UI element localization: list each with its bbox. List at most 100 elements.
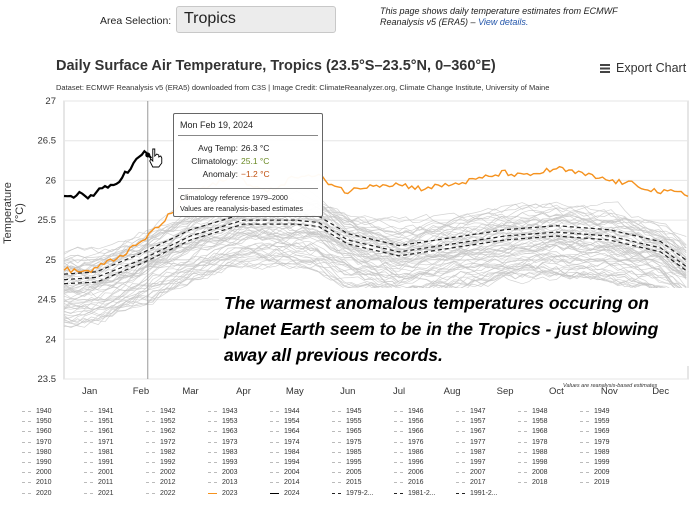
- legend-item[interactable]: 1943: [208, 408, 238, 415]
- legend-item[interactable]: 1960: [22, 428, 52, 435]
- legend-item[interactable]: 2021: [84, 490, 114, 497]
- legend-swatch-icon: [394, 431, 403, 433]
- history-year-line: [63, 215, 687, 282]
- legend-item[interactable]: 1993: [208, 459, 238, 466]
- legend-item[interactable]: 1986: [394, 449, 424, 456]
- legend-item[interactable]: 1987: [456, 449, 486, 456]
- legend-item[interactable]: 1971: [84, 439, 114, 446]
- legend-item[interactable]: 1979: [580, 439, 610, 446]
- legend-item[interactable]: 1955: [332, 418, 362, 425]
- legend-item[interactable]: 2024: [270, 490, 300, 497]
- legend-item[interactable]: 1975: [332, 439, 362, 446]
- legend-item[interactable]: 2003: [208, 469, 238, 476]
- legend-item[interactable]: 2019: [580, 479, 610, 486]
- legend-item[interactable]: 1948: [518, 408, 548, 415]
- legend-item[interactable]: 1991-2...: [456, 490, 498, 497]
- legend-item[interactable]: 1973: [208, 439, 238, 446]
- legend-item[interactable]: 2000: [22, 469, 52, 476]
- legend-item[interactable]: 1974: [270, 439, 300, 446]
- legend-item[interactable]: 2020: [22, 490, 52, 497]
- legend-item[interactable]: 1977: [456, 439, 486, 446]
- legend-item[interactable]: 2016: [394, 479, 424, 486]
- legend-item[interactable]: 1949: [580, 408, 610, 415]
- legend-item[interactable]: 1969: [580, 428, 610, 435]
- legend-swatch-icon: [580, 431, 589, 433]
- legend-item[interactable]: 1968: [518, 428, 548, 435]
- legend-item[interactable]: 2015: [332, 479, 362, 486]
- legend-item[interactable]: 2002: [146, 469, 176, 476]
- legend-item[interactable]: 1961: [84, 428, 114, 435]
- area-selection-input[interactable]: Tropics: [176, 6, 336, 33]
- export-chart-button[interactable]: Export Chart: [600, 61, 686, 75]
- legend-item[interactable]: 2010: [22, 479, 52, 486]
- legend-item[interactable]: 1981: [84, 449, 114, 456]
- legend-item[interactable]: 1950: [22, 418, 52, 425]
- legend-item[interactable]: 1945: [332, 408, 362, 415]
- legend-item[interactable]: 2014: [270, 479, 300, 486]
- legend-item[interactable]: 1978: [518, 439, 548, 446]
- legend-item[interactable]: 2017: [456, 479, 486, 486]
- legend-item[interactable]: 1954: [270, 418, 300, 425]
- legend-item[interactable]: 1963: [208, 428, 238, 435]
- legend-item[interactable]: 2008: [518, 469, 548, 476]
- view-details-link[interactable]: View details.: [478, 17, 529, 27]
- legend-item[interactable]: 1999: [580, 459, 610, 466]
- legend-item[interactable]: 1942: [146, 408, 176, 415]
- legend-item[interactable]: 1951: [84, 418, 114, 425]
- legend-item[interactable]: 1956: [394, 418, 424, 425]
- legend-item[interactable]: 1964: [270, 428, 300, 435]
- legend-item[interactable]: 1962: [146, 428, 176, 435]
- legend-item[interactable]: 1996: [394, 459, 424, 466]
- legend-item[interactable]: 1983: [208, 449, 238, 456]
- legend-item[interactable]: 1946: [394, 408, 424, 415]
- legend-item[interactable]: 1980: [22, 449, 52, 456]
- legend-item[interactable]: 1940: [22, 408, 52, 415]
- legend-item[interactable]: 1988: [518, 449, 548, 456]
- legend-item[interactable]: 1984: [270, 449, 300, 456]
- legend-item[interactable]: 2009: [580, 469, 610, 476]
- legend-item[interactable]: 1994: [270, 459, 300, 466]
- legend-item[interactable]: 1944: [270, 408, 300, 415]
- legend-item[interactable]: 1982: [146, 449, 176, 456]
- legend-item[interactable]: 2006: [394, 469, 424, 476]
- legend-item[interactable]: 2018: [518, 479, 548, 486]
- legend-item[interactable]: 1967: [456, 428, 486, 435]
- legend-item[interactable]: 1965: [332, 428, 362, 435]
- legend-item[interactable]: 1941: [84, 408, 114, 415]
- y-tick-label: 24.5: [38, 295, 57, 306]
- legend-item[interactable]: 1947: [456, 408, 486, 415]
- legend-item[interactable]: 1981-2...: [394, 490, 436, 497]
- legend-item[interactable]: 2004: [270, 469, 300, 476]
- legend-item[interactable]: 2012: [146, 479, 176, 486]
- legend-item[interactable]: 1985: [332, 449, 362, 456]
- legend-item[interactable]: 2011: [84, 479, 113, 486]
- legend-item[interactable]: 2005: [332, 469, 362, 476]
- legend-item[interactable]: 2022: [146, 490, 176, 497]
- legend-item[interactable]: 1992: [146, 459, 176, 466]
- legend-item[interactable]: 2013: [208, 479, 238, 486]
- legend-item[interactable]: 1990: [22, 459, 52, 466]
- legend-item[interactable]: 1966: [394, 428, 424, 435]
- tooltip-footer-reference: Climatology reference 1979–2000: [180, 193, 288, 202]
- legend-item[interactable]: 1958: [518, 418, 548, 425]
- legend-item[interactable]: 1952: [146, 418, 176, 425]
- history-year-line: [63, 254, 687, 325]
- legend-item[interactable]: 1957: [456, 418, 486, 425]
- legend-item[interactable]: 2001: [84, 469, 114, 476]
- legend-item[interactable]: 1997: [456, 459, 486, 466]
- tooltip-footer-note: Values are reanalysis-based estimates: [180, 204, 303, 213]
- legend-item[interactable]: 1979-2...: [332, 490, 374, 497]
- legend-item[interactable]: 1959: [580, 418, 610, 425]
- legend-item[interactable]: 1991: [84, 459, 114, 466]
- legend-item[interactable]: 1970: [22, 439, 52, 446]
- legend-label: 1970: [36, 438, 52, 446]
- y-tick-label: 27: [45, 96, 56, 107]
- legend-item[interactable]: 1998: [518, 459, 548, 466]
- legend-item[interactable]: 1953: [208, 418, 238, 425]
- legend-item[interactable]: 1976: [394, 439, 424, 446]
- legend-item[interactable]: 1989: [580, 449, 610, 456]
- legend-item[interactable]: 1995: [332, 459, 362, 466]
- legend-item[interactable]: 2023: [208, 490, 238, 497]
- legend-item[interactable]: 1972: [146, 439, 176, 446]
- legend-item[interactable]: 2007: [456, 469, 486, 476]
